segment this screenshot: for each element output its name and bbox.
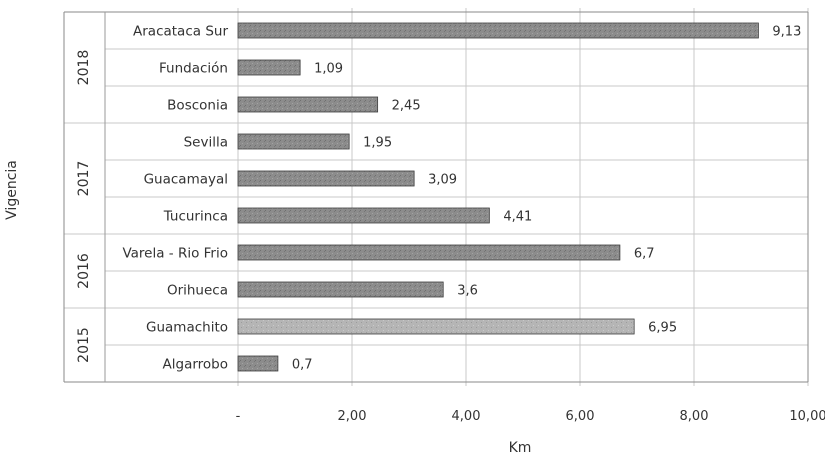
data-label: 6,7 bbox=[634, 247, 655, 262]
category-label: Orihueca bbox=[167, 283, 228, 299]
category-label: Aracataca Sur bbox=[133, 24, 228, 40]
x-tick-label: - bbox=[236, 409, 241, 424]
category-label: Bosconia bbox=[167, 98, 228, 114]
bar bbox=[237, 96, 379, 113]
bar bbox=[237, 318, 635, 335]
category-label: Sevilla bbox=[184, 135, 228, 151]
bar bbox=[237, 22, 759, 39]
category-label: Varela - Rio Frio bbox=[122, 246, 228, 262]
data-label: 3,6 bbox=[457, 284, 478, 299]
data-label: 9,13 bbox=[772, 25, 801, 40]
x-tick-label: 2,00 bbox=[338, 409, 367, 424]
category-label: Guacamayal bbox=[144, 172, 228, 188]
category-label: Fundación bbox=[159, 61, 228, 77]
bar bbox=[237, 170, 415, 187]
year-group-label: 2016 bbox=[76, 253, 92, 289]
data-label: 3,09 bbox=[428, 173, 457, 188]
y-axis-title: Vigencia bbox=[4, 160, 20, 220]
bar bbox=[237, 207, 490, 224]
bar bbox=[237, 133, 350, 150]
x-tick-label: 8,00 bbox=[680, 409, 709, 424]
x-tick-label: 10,00 bbox=[789, 409, 825, 424]
labels: - 2,00 4,00 6,00 8,00 10,00 Aracataca Sur 9,13 F… bbox=[76, 24, 825, 425]
year-group-label: 2015 bbox=[76, 327, 92, 363]
bar bbox=[237, 244, 621, 261]
x-tick-label: 4,00 bbox=[452, 409, 481, 424]
year-group-label: 2018 bbox=[76, 50, 92, 86]
bar bbox=[237, 355, 279, 372]
bar bbox=[237, 59, 301, 76]
data-label: 0,7 bbox=[292, 358, 313, 373]
x-axis-title: Km bbox=[509, 440, 532, 456]
data-label: 6,95 bbox=[648, 321, 677, 336]
bars bbox=[237, 22, 759, 372]
data-label: 4,41 bbox=[503, 210, 532, 225]
category-label: Guamachito bbox=[146, 320, 228, 336]
category-label: Tucurinca bbox=[163, 209, 228, 225]
data-label: 1,95 bbox=[363, 136, 392, 151]
x-tick-label: 6,00 bbox=[566, 409, 595, 424]
data-label: 2,45 bbox=[392, 99, 421, 114]
category-label: Algarrobo bbox=[163, 357, 228, 373]
bar bbox=[237, 281, 444, 298]
data-label: 1,09 bbox=[314, 62, 343, 77]
year-group-label: 2017 bbox=[76, 161, 92, 197]
category-axis-frame bbox=[63, 11, 809, 383]
